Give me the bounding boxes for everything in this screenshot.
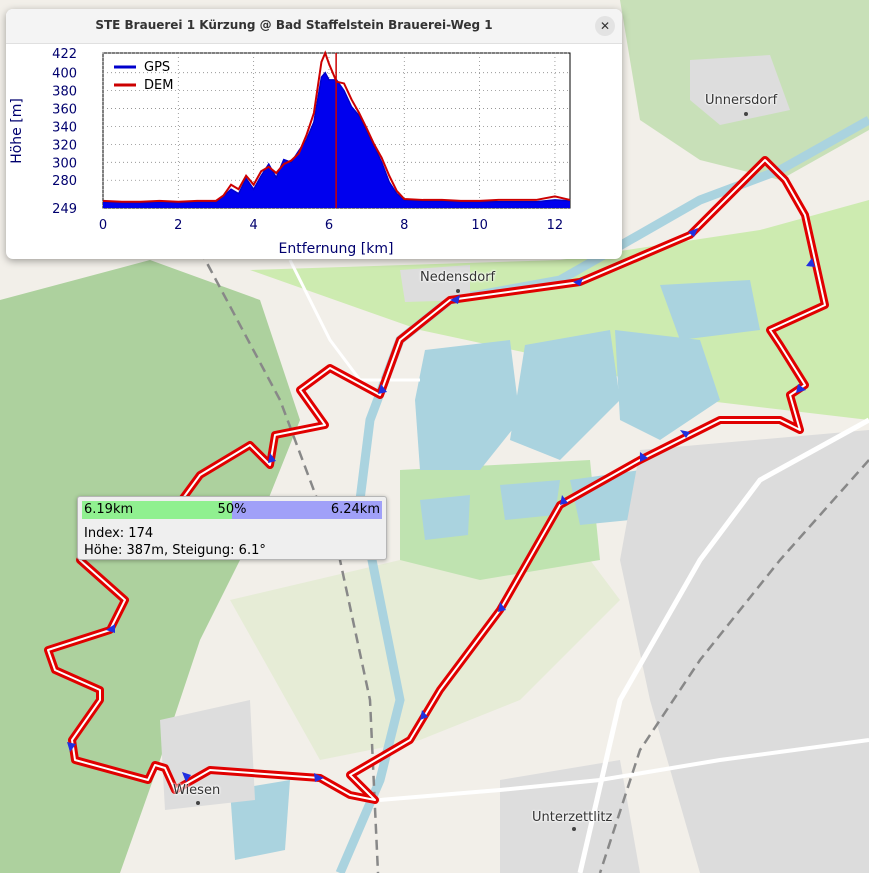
direction-arrow-icon: [498, 602, 506, 612]
window-title: STE Brauerei 1 Kürzung @ Bad Staffelstei…: [95, 18, 493, 32]
index-text: Index: 174: [84, 526, 154, 541]
distance-done: 6.19km: [84, 502, 134, 517]
legend-label-dem: DEM: [144, 78, 173, 93]
lake: [660, 280, 760, 340]
title-bar[interactable]: STE Brauerei 1 Kürzung @ Bad Staffelstei…: [6, 9, 622, 44]
place-dot: [744, 112, 748, 116]
y-tick-label: 360: [52, 103, 77, 118]
y-tick-label: 280: [52, 174, 77, 189]
railway: [198, 249, 380, 873]
x-axis-label: Entfernung [km]: [279, 241, 394, 257]
y-tick-label: 249: [52, 202, 77, 217]
height-text: Höhe: 387m, Steigung: 6.1°: [84, 543, 266, 558]
x-tick-label: 10: [471, 218, 488, 233]
meadow-area: [250, 200, 869, 420]
close-button[interactable]: ✕: [595, 16, 615, 36]
progress-percent: 50%: [217, 502, 247, 517]
place-label-nedensdorf: Nedensdorf: [420, 270, 496, 285]
elevation-profile-window[interactable]: STE Brauerei 1 Kürzung @ Bad Staffelstei…: [6, 9, 622, 259]
lake: [415, 340, 520, 470]
direction-arrow-icon: [420, 710, 428, 720]
direction-arrow-icon: [378, 384, 387, 394]
track-info-tooltip: 6.19km 50% 6.24km Index: 174 Höhe: 387m,…: [77, 496, 387, 560]
road: [577, 417, 869, 873]
gps-track-inner: [47, 159, 826, 801]
meadow-area-south: [230, 520, 620, 760]
place-label-unterzettlitz: Unterzettlitz: [532, 810, 613, 825]
town-area-unnersdorf: [690, 55, 790, 125]
town-area-east: [620, 430, 869, 873]
progress-fill-remaining: [232, 501, 382, 519]
lake: [500, 480, 560, 520]
direction-arrow-icon: [688, 228, 698, 237]
town-area-nedensdorf: [400, 265, 470, 302]
elevation-chart[interactable]: 249 280 300 320 340 360 380 400 422 0 2 4 6 8 10 12 En…: [6, 43, 622, 259]
place-dot: [196, 801, 200, 805]
road: [288, 259, 420, 382]
y-tick-label: 320: [52, 138, 77, 153]
y-axis-label: Höhe [m]: [9, 98, 25, 164]
x-tick-label: 2: [174, 218, 182, 233]
x-tick-label: 4: [250, 218, 258, 233]
direction-arrow-icon: [573, 278, 583, 286]
direction-arrow-icon: [106, 624, 115, 633]
direction-arrow-icon: [680, 430, 690, 438]
progress-fill-done: [82, 501, 232, 519]
lake: [570, 470, 640, 525]
direction-arrow-icon: [182, 772, 191, 782]
direction-arrow-icon: [450, 295, 460, 304]
place-label-wiesen: Wiesen: [173, 783, 221, 798]
forest-area-west: [0, 260, 300, 873]
y-tick-label: 300: [52, 156, 77, 171]
direction-arrow-icon: [806, 258, 815, 267]
direction-arrow-icon: [67, 742, 76, 752]
y-tick-label: 400: [52, 67, 77, 82]
close-icon: ✕: [599, 19, 611, 33]
legend-label-gps: GPS: [144, 60, 170, 75]
railway: [598, 459, 869, 873]
lake: [510, 330, 620, 460]
y-tick-label: 380: [52, 85, 77, 100]
direction-arrow-icon: [314, 773, 324, 782]
place-dot: [456, 289, 460, 293]
distance-remaining: 6.24km: [330, 502, 380, 517]
direction-arrow-icon: [640, 452, 648, 462]
road: [379, 738, 869, 802]
series-line-dem: [102, 50, 571, 203]
direction-arrow-icon: [796, 384, 806, 393]
x-tick-label: 0: [99, 218, 107, 233]
lake: [615, 330, 720, 440]
x-tick-label: 8: [400, 218, 408, 233]
direction-arrow-icon: [560, 495, 568, 505]
position-progress-bar: 6.19km 50% 6.24km: [82, 501, 382, 519]
lake: [420, 495, 470, 540]
place-dot: [572, 827, 576, 831]
place-label-unnersdorf: Unnersdorf: [705, 93, 778, 108]
x-tick-label: 12: [547, 218, 564, 233]
y-tick-label: 422: [52, 47, 77, 62]
y-tick-label: 340: [52, 120, 77, 135]
x-tick-label: 6: [325, 218, 333, 233]
direction-arrow-icon: [268, 453, 276, 463]
legend: GPS DEM: [114, 60, 173, 93]
